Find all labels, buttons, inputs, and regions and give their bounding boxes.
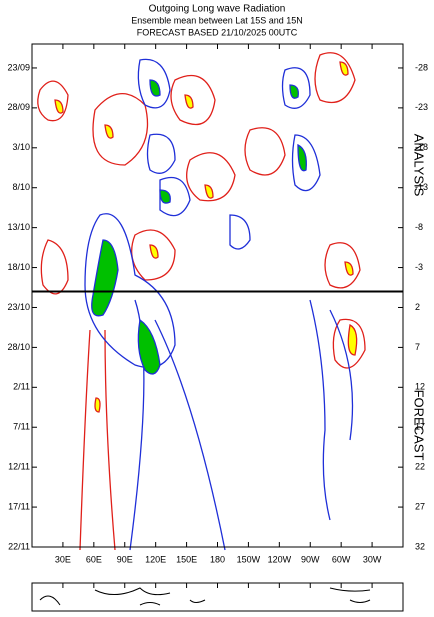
x-tick-label: 90W (301, 554, 320, 564)
chart-subtitle: Ensemble mean between Lat 15S and 15N (131, 15, 303, 25)
y-tick-label: 7/11 (13, 422, 30, 432)
y-tick-label: 8/10 (12, 182, 30, 192)
y-tick-label: 17/11 (8, 501, 30, 511)
y2-tick-label: -23 (415, 102, 428, 112)
y-tick-label: 28/10 (7, 342, 30, 352)
x-tick-label: 60E (86, 554, 102, 564)
y-tick-label: 2/11 (13, 382, 30, 392)
y-tick-label: 23/10 (7, 302, 30, 312)
y-tick-label: 13/10 (7, 222, 30, 232)
forecast-label: FORECAST BASED 21/10/2025 00UTC (137, 27, 298, 37)
y2-tick-label: 17 (415, 422, 425, 432)
x-tick-label: 30E (55, 554, 71, 564)
y2-tick-label: -18 (415, 142, 428, 152)
contours (37, 52, 366, 551)
analysis-label: ANALYSIS (412, 134, 427, 197)
x-tick-label: 60W (332, 554, 351, 564)
x-tick-label: 150E (176, 554, 197, 564)
forecast-side-label: FORECAST (412, 390, 427, 461)
y2-tick-label: 2 (415, 302, 420, 312)
x-tick-label: 180 (210, 554, 225, 564)
y2-tick-label: -13 (415, 182, 428, 192)
chart-title: Outgoing Long wave Radiation (149, 4, 286, 15)
y-tick-label: 23/09 (7, 62, 30, 72)
y2-tick-label: 32 (415, 541, 425, 551)
x-tick-label: 120W (268, 554, 292, 564)
y2-tick-label: 22 (415, 462, 425, 472)
y2-tick-label: -3 (415, 262, 423, 272)
x-tick-label: 90E (117, 554, 133, 564)
y2-tick-label: -28 (415, 62, 428, 72)
y2-tick-label: 27 (415, 501, 425, 511)
x-tick-label: 30W (363, 554, 382, 564)
y2-tick-label: 7 (415, 342, 420, 352)
y-tick-label: 12/11 (8, 462, 30, 472)
plot-frame (31, 43, 404, 548)
y2-tick-label: -8 (415, 222, 423, 232)
y-tick-label: 18/10 (7, 262, 30, 272)
x-tick-label: 120E (145, 554, 166, 564)
y-tick-label: 3/10 (12, 142, 30, 152)
y-tick-label: 28/09 (7, 102, 30, 112)
y2-tick-label: 12 (415, 382, 425, 392)
y-tick-label: 22/11 (8, 541, 30, 551)
x-tick-label: 150W (237, 554, 261, 564)
